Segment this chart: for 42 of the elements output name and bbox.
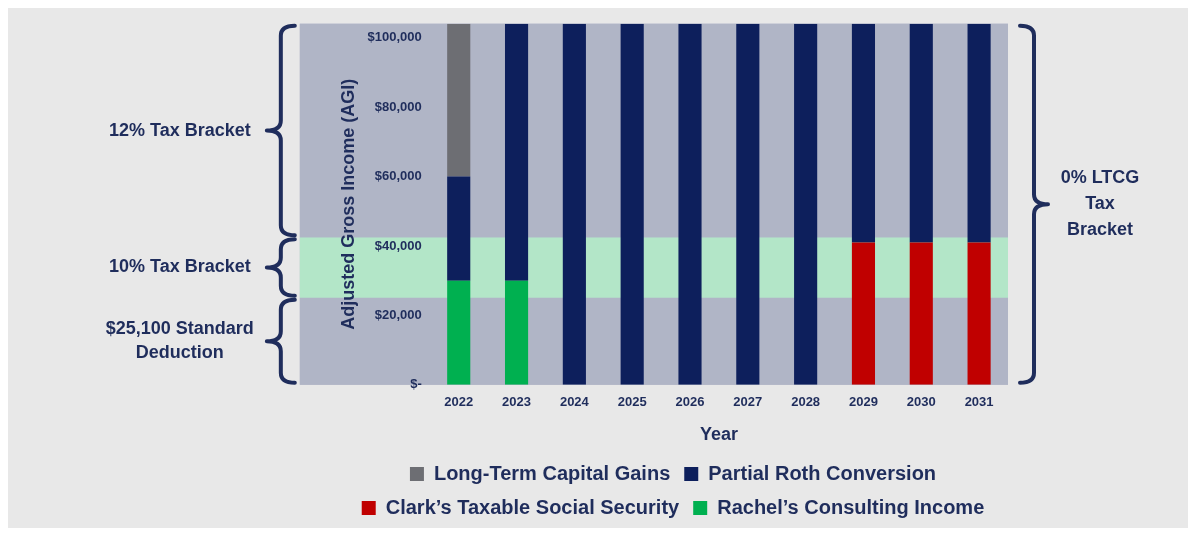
legend-label: Clark’s Taxable Social Security: [385, 495, 681, 518]
x-tick-label: 2030: [906, 394, 936, 410]
legend-label: Partial Roth Conversion: [708, 461, 937, 484]
y-tick-label: $60,000: [374, 168, 422, 184]
bar: [504, 23, 529, 281]
legend-label: Rachel’s Consulting Income: [717, 495, 985, 518]
y-axis-title: Adjusted Gross Income (AGI): [337, 78, 358, 330]
x-tick-label: 2029: [848, 394, 878, 410]
bar: [851, 23, 876, 243]
bar: [967, 242, 991, 385]
bar: [562, 23, 586, 385]
bar: [447, 280, 471, 385]
bar: [851, 242, 876, 385]
bar: [967, 23, 991, 243]
legend-label: Long-Term Capital Gains: [433, 461, 671, 484]
x-tick-label: 2022: [444, 394, 474, 410]
band-label: 10% Tax Bracket: [108, 256, 251, 277]
bar: [736, 23, 760, 385]
y-tick-label: $-: [410, 376, 422, 392]
x-tick-label: 2026: [675, 394, 705, 410]
x-tick-label: 2025: [617, 394, 647, 410]
bar: [620, 23, 644, 385]
band-label: 0% LTCG Tax Bracket: [1060, 167, 1140, 240]
bar: [909, 23, 933, 243]
x-tick-label: 2023: [502, 394, 532, 410]
y-tick-label: $40,000: [374, 237, 422, 253]
x-tick-label: 2027: [733, 394, 763, 410]
bar: [504, 280, 529, 385]
y-tick-label: $20,000: [374, 306, 422, 322]
bar: [794, 23, 818, 385]
x-tick-label: 2031: [964, 394, 994, 410]
bar: [447, 176, 471, 281]
x-tick-label: 2024: [559, 394, 590, 410]
x-axis-title: Year: [699, 424, 738, 445]
bar: [909, 242, 933, 385]
bar: [678, 23, 702, 385]
band-label: $25,100 Standard Deduction: [105, 318, 254, 363]
y-tick-label: $100,000: [367, 29, 422, 45]
y-tick-label: $80,000: [374, 98, 422, 114]
band-label: 12% Tax Bracket: [108, 119, 251, 140]
x-tick-label: 2028: [791, 394, 821, 410]
bar: [447, 23, 471, 177]
